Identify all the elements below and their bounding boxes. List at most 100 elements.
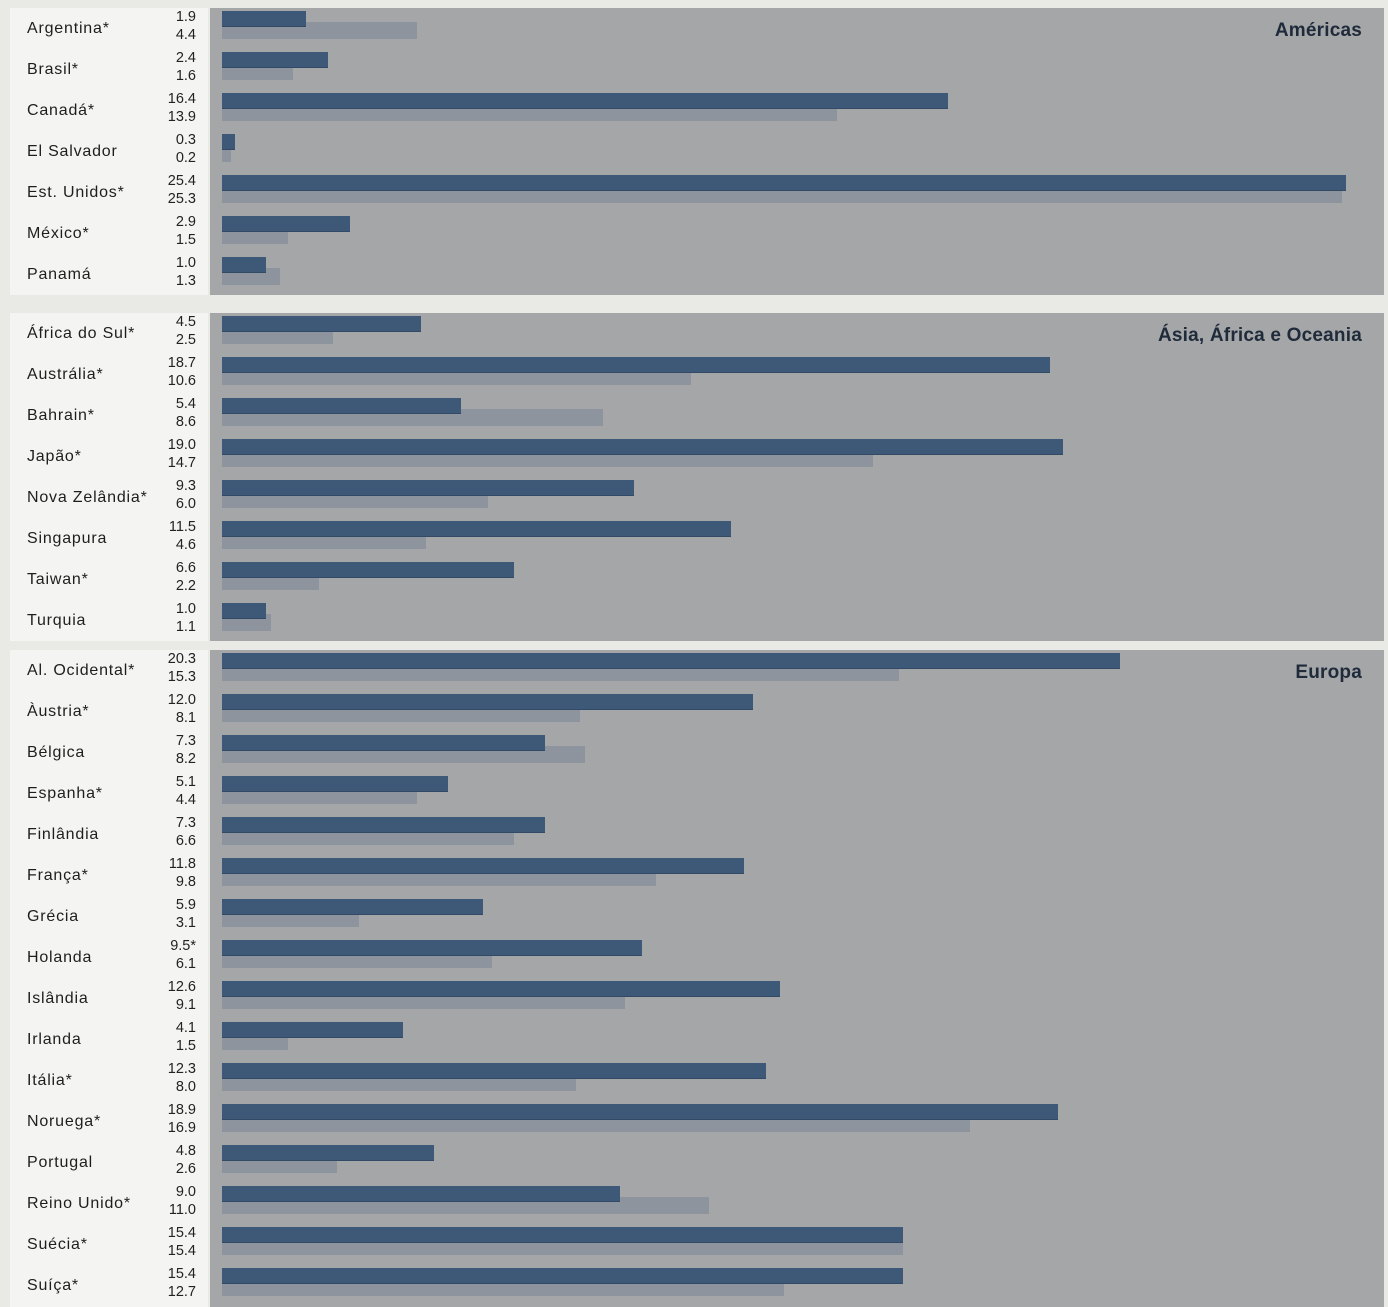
value-label-series-1: 12.6 — [167, 979, 196, 995]
chart-row: Bélgica 7.3 8.2 — [0, 732, 1388, 773]
bar-series-1 — [222, 776, 448, 792]
country-label: Brasil* — [27, 61, 79, 78]
country-label: Singapura — [27, 530, 108, 547]
value-label-series-2: 9.8 — [175, 874, 196, 890]
value-label-series-1: 18.7 — [167, 355, 196, 371]
value-label-series-1: 12.0 — [167, 692, 196, 708]
bar-series-1 — [222, 981, 780, 997]
chart-row: Finlândia 7.3 6.6 — [0, 814, 1388, 855]
country-label: Suécia* — [27, 1236, 88, 1253]
country-label: Finlândia — [27, 826, 100, 843]
chart-row: Grécia 5.9 3.1 — [0, 896, 1388, 937]
value-label-series-2: 0.2 — [175, 150, 196, 166]
value-label-series-1: 4.5 — [175, 314, 196, 330]
bar-series-1 — [222, 93, 948, 109]
country-label: Holanda — [27, 949, 93, 966]
label-column — [10, 313, 208, 641]
country-label: Itália* — [27, 1072, 73, 1089]
chart-row: Islândia 12.6 9.1 — [0, 978, 1388, 1019]
value-label-series-1: 1.0 — [175, 255, 196, 271]
bar-series-1 — [222, 735, 546, 751]
bar-series-1 — [222, 257, 267, 273]
chart-row: Est. Unidos* 25.4 25.3 — [0, 172, 1388, 213]
chart-row: Turquia 1.0 1.1 — [0, 600, 1388, 641]
chart-row: Reino Unido* 9.0 11.0 — [0, 1183, 1388, 1224]
chart-row: Suíça* 15.4 12.7 — [0, 1265, 1388, 1306]
country-label: Al. Ocidental* — [27, 662, 136, 679]
country-label: Bahrain* — [27, 407, 95, 424]
country-label: Àustria* — [27, 703, 90, 720]
chart-row: Brasil* 2.4 1.6 — [0, 49, 1388, 90]
chart-row: Panamá 1.0 1.3 — [0, 254, 1388, 295]
value-label-series-1: 5.4 — [175, 396, 196, 412]
bar-series-1 — [222, 357, 1050, 373]
value-label-series-1: 18.9 — [167, 1102, 196, 1118]
group-title: Américas — [1274, 20, 1362, 41]
value-label-series-1: 15.4 — [167, 1225, 196, 1241]
chart-row: Noruega* 18.9 16.9 — [0, 1101, 1388, 1142]
country-label: Islândia — [27, 990, 89, 1007]
value-label-series-1: 9.0 — [175, 1184, 196, 1200]
value-label-series-2: 2.6 — [175, 1161, 196, 1177]
value-label-series-1: 4.8 — [175, 1143, 196, 1159]
chart-group-panel: Ásia, África e Oceania África do Sul* 4.5 2… — [0, 313, 1388, 641]
bar-series-2 — [222, 145, 231, 162]
bar-series-1 — [222, 216, 351, 232]
value-label-series-2: 1.5 — [175, 1038, 196, 1054]
bar-series-1 — [222, 134, 236, 150]
bar-series-1 — [222, 562, 515, 578]
country-label: Turquia — [27, 612, 87, 629]
value-label-series-1: 1.9 — [175, 9, 196, 25]
bar-series-1 — [222, 858, 745, 874]
bar-series-1 — [222, 1227, 904, 1243]
value-label-series-1: 7.3 — [175, 815, 196, 831]
value-label-series-1: 5.9 — [175, 897, 196, 913]
bar-series-1 — [222, 899, 484, 915]
value-label-series-1: 4.1 — [175, 1020, 196, 1036]
country-label: Japão* — [27, 448, 82, 465]
bar-series-1 — [222, 1022, 404, 1038]
country-label: Canadá* — [27, 102, 95, 119]
chart-row: Bahrain* 5.4 8.6 — [0, 395, 1388, 436]
value-label-series-2: 1.6 — [175, 68, 196, 84]
country-label: Argentina* — [27, 20, 110, 37]
country-label: Taiwan* — [27, 571, 89, 588]
value-label-series-2: 6.1 — [175, 956, 196, 972]
value-label-series-2: 8.0 — [175, 1079, 196, 1095]
chart-row: Al. Ocidental* 20.3 15.3 — [0, 650, 1388, 691]
chart-row: México* 2.9 1.5 — [0, 213, 1388, 254]
country-label: Est. Unidos* — [27, 184, 125, 201]
chart-row: Taiwan* 6.6 2.2 — [0, 559, 1388, 600]
value-label-series-2: 10.6 — [167, 373, 196, 389]
value-label-series-2: 14.7 — [167, 455, 196, 471]
value-label-series-1: 7.3 — [175, 733, 196, 749]
chart-row: Suécia* 15.4 15.4 — [0, 1224, 1388, 1265]
chart-row: Japão* 19.0 14.7 — [0, 436, 1388, 477]
bar-series-1 — [222, 653, 1121, 669]
chart-row: Àustria* 12.0 8.1 — [0, 691, 1388, 732]
value-label-series-1: 9.3 — [175, 478, 196, 494]
group-title: Europa — [1295, 662, 1362, 683]
bar-series-1 — [222, 480, 634, 496]
bar-series-1 — [222, 316, 422, 332]
country-label: Austrália* — [27, 366, 104, 383]
label-column — [10, 650, 208, 1307]
country-label: Nova Zelândia* — [27, 489, 148, 506]
value-label-series-1: 15.4 — [167, 1266, 196, 1282]
chart-group-panel: Europa Al. Ocidental* 20.3 15.3 Àustria* 12.0… — [0, 650, 1388, 1307]
value-label-series-1: 25.4 — [167, 173, 196, 189]
chart-row: Holanda 9.5* 6.1 — [0, 937, 1388, 978]
value-label-series-1: 0.3 — [175, 132, 196, 148]
bar-series-1 — [222, 940, 643, 956]
value-label-series-1: 6.6 — [175, 560, 196, 576]
plot-area — [210, 8, 1384, 295]
bar-series-1 — [222, 175, 1346, 191]
value-label-series-2: 3.1 — [175, 915, 196, 931]
group-title: Ásia, África e Oceania — [1157, 325, 1362, 346]
value-label-series-2: 25.3 — [167, 191, 196, 207]
chart-row: El Salvador 0.3 0.2 — [0, 131, 1388, 172]
value-label-series-2: 16.9 — [167, 1120, 196, 1136]
country-label: Suíça* — [27, 1277, 79, 1294]
country-label: Noruega* — [27, 1113, 102, 1130]
value-label-series-1: 20.3 — [167, 651, 196, 667]
